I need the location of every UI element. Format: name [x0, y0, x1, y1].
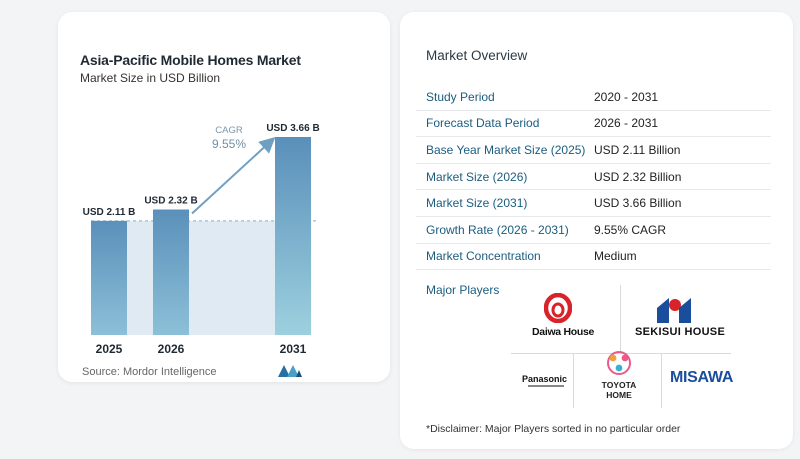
divider: [661, 353, 662, 408]
row-key: Base Year Market Size (2025): [426, 142, 586, 157]
row-value: 9.55% CAGR: [594, 222, 667, 237]
divider: [511, 353, 731, 354]
daiwa-house-logo-icon: [544, 293, 572, 323]
x-tick-2026: 2026: [158, 342, 185, 356]
bar-2031: [275, 137, 311, 335]
toyota-home-logo: TOYOTA HOME: [597, 380, 641, 400]
row-value: 2026 - 2031: [594, 116, 659, 131]
panasonic-logo: Panasonic: [522, 374, 568, 384]
chart-subtitle: Market Size in USD Billion: [80, 71, 221, 85]
reference-band: [91, 220, 311, 335]
data-label-2025: USD 2.11 B: [83, 207, 136, 218]
row-value: USD 2.32 Billion: [594, 169, 682, 184]
misawa-logo: MISAWA: [670, 369, 734, 386]
divider: [620, 285, 621, 353]
row-key: Market Concentration: [426, 249, 541, 264]
chart-title: Asia-Pacific Mobile Homes Market: [80, 52, 301, 68]
home-line: HOME: [606, 390, 632, 400]
overview-card: [400, 12, 793, 449]
toyota-home-logo-icon: [607, 351, 631, 375]
major-players-label: Major Players: [426, 283, 500, 297]
row-key: Forecast Data Period: [426, 116, 540, 131]
x-tick-2031: 2031: [280, 342, 307, 356]
source-text: Source: Mordor Intelligence: [82, 366, 217, 378]
overview-row: Base Year Market Size (2025) USD 2.11 Bil…: [416, 137, 771, 164]
row-key: Market Size (2026): [426, 169, 528, 184]
x-tick-2025: 2025: [96, 342, 123, 356]
cagr-label: CAGR: [215, 125, 243, 136]
overview-title: Market Overview: [426, 48, 528, 63]
disclaimer: *Disclaimer: Major Players sorted in no …: [426, 423, 681, 435]
row-value: USD 2.11 Billion: [594, 142, 681, 157]
overview-row: Study Period 2020 - 2031: [416, 84, 771, 111]
bar-chart: USD 2.11 B USD 2.32 B USD 3.66 B 2025 2026 2…: [83, 123, 320, 356]
mordor-logo-icon: [278, 365, 302, 377]
overview-row: Market Size (2026) USD 2.32 Billion: [416, 164, 771, 191]
bar-2026: [153, 209, 189, 335]
overview-row: Growth Rate (2026 - 2031) 9.55% CAGR: [416, 217, 771, 244]
panasonic-logo-tagline-icon: [528, 384, 564, 389]
toyota-line: TOYOTA: [601, 380, 637, 390]
data-label-2026: USD 2.32 B: [144, 195, 197, 206]
row-value: 2020 - 2031: [594, 89, 659, 104]
sekisui-house-logo: SEKISUI HOUSE: [635, 326, 726, 338]
row-key: Growth Rate (2026 - 2031): [426, 222, 569, 237]
divider: [573, 353, 574, 408]
row-key: Study Period: [426, 89, 495, 104]
cagr-arrow: [191, 136, 276, 215]
overview-row: Market Concentration Medium: [416, 244, 771, 271]
overview-table: Study Period 2020 - 2031 Forecast Data Pe…: [416, 84, 771, 271]
daiwa-house-logo: Daiwa House: [532, 326, 595, 338]
bar-2025: [91, 220, 127, 335]
row-key: Market Size (2031): [426, 196, 528, 211]
cagr-value: 9.55%: [212, 137, 246, 151]
sekisui-house-logo-icon: [657, 298, 691, 323]
data-label-2031: USD 3.66 B: [266, 123, 319, 134]
overview-row: Forecast Data Period 2026 - 2031: [416, 111, 771, 138]
row-value: Medium: [594, 249, 637, 264]
row-value: USD 3.66 Billion: [594, 196, 682, 211]
overview-row: Market Size (2031) USD 3.66 Billion: [416, 190, 771, 217]
